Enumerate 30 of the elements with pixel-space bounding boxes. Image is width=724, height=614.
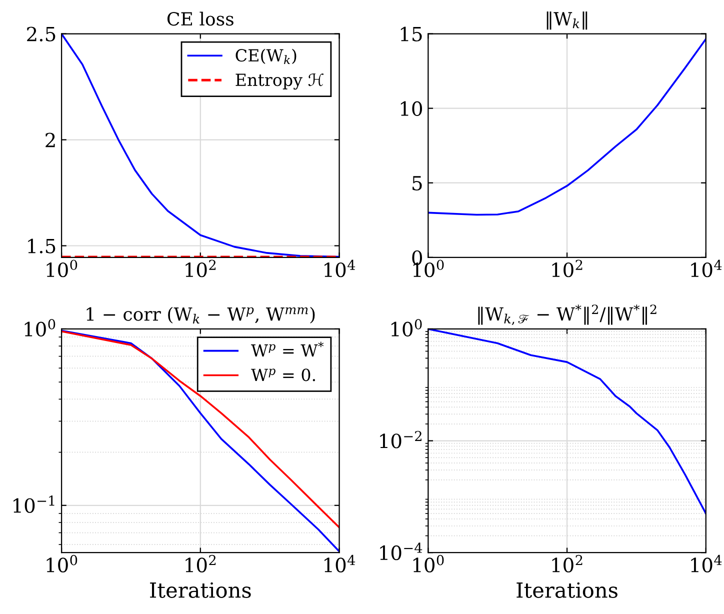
x-axis-title: Iterations xyxy=(516,582,618,598)
y-tick-label: 10$^{−2}$ xyxy=(380,430,422,448)
x-tick-label: 10$^{4}$ xyxy=(691,260,722,278)
x-tick-label: 10$^{4}$ xyxy=(324,260,356,278)
y-tick-label: 2.5 xyxy=(27,26,56,42)
chart-title: 1 − corr (W$_{k}$ − W$^{p}$, W$^{mm}$) xyxy=(86,306,315,324)
y-tick-label: 10 xyxy=(400,101,422,116)
y-tick-label: 10$^{0}$ xyxy=(391,319,422,336)
x-tick-label: 10$^{2}$ xyxy=(186,260,216,278)
y-tick-label: 2 xyxy=(46,132,55,148)
legend-label: W$^{p}$ = W$^{*}$ xyxy=(251,342,324,357)
y-tick-label: 10$^{−1}$ xyxy=(14,495,54,513)
y-tick-label: 10$^{0}$ xyxy=(24,319,56,336)
y-tick-label: 15 xyxy=(400,26,422,42)
legend-label: CE(W$_{k}$) xyxy=(236,48,296,64)
x-axis-title: Iterations xyxy=(150,582,251,598)
chart-title: ‖W$_{k,ℱ}$ − W$^{*}$‖$^{2}$/‖W$^{*}$‖$^{2}$ xyxy=(478,304,656,326)
x-tick-label: 10$^{2}$ xyxy=(552,260,582,278)
x-tick-label: 10$^{4}$ xyxy=(691,554,722,572)
x-tick-label: 10$^{2}$ xyxy=(186,554,216,572)
y-tick-label: 1.5 xyxy=(28,238,56,254)
y-tick-label: 5 xyxy=(412,176,422,191)
x-tick-label: 10$^{0}$ xyxy=(46,554,78,572)
legend-label: Entropy ℋ xyxy=(236,73,324,90)
chart-title: ‖W$_{k}$‖ xyxy=(546,12,588,30)
legend-label: W$^{p}$ = 0. xyxy=(251,368,316,382)
x-tick-label: 10$^{4}$ xyxy=(324,554,356,572)
x-tick-label: 10$^{2}$ xyxy=(552,554,582,572)
x-tick-label: 10$^{0}$ xyxy=(46,260,78,278)
chart-title: CE loss xyxy=(167,12,234,26)
